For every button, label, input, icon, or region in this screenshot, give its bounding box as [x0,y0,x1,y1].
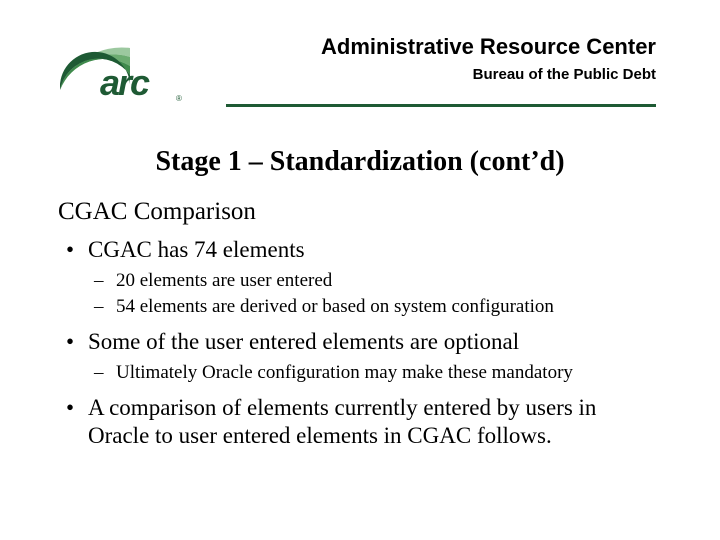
registered-mark: ® [176,94,182,103]
list-item: Some of the user entered elements are op… [58,328,662,385]
list-item: 20 elements are user entered [88,269,662,294]
list-item: A comparison of elements currently enter… [58,394,662,452]
header-titles: Administrative Resource Center Bureau of… [226,28,656,83]
sub-bullet-list: Ultimately Oracle configuration may make… [88,361,662,386]
slide-title: Stage 1 – Standardization (cont’d) [58,146,662,178]
header-rule [226,104,656,107]
logo-text: arc [100,62,148,104]
bullet-text: A comparison of elements currently enter… [88,395,596,449]
sub-bullet-list: 20 elements are user entered 54 elements… [88,269,662,320]
arc-logo: arc ® [58,34,208,120]
slide: arc ® Administrative Resource Center Bur… [0,0,720,540]
list-item: 54 elements are derived or based on syst… [88,295,662,320]
header-title-sub: Bureau of the Public Debt [226,66,656,83]
slide-subtitle: CGAC Comparison [58,198,662,226]
list-item: Ultimately Oracle configuration may make… [88,361,662,386]
header: arc ® Administrative Resource Center Bur… [58,28,662,124]
bullet-text: Ultimately Oracle configuration may make… [116,362,573,383]
bullet-text: 20 elements are user entered [116,270,332,291]
bullet-text: 54 elements are derived or based on syst… [116,296,554,317]
header-title-main: Administrative Resource Center [226,34,656,60]
bullet-list: CGAC has 74 elements 20 elements are use… [58,236,662,451]
bullet-text: CGAC has 74 elements [88,237,305,262]
bullet-text: Some of the user entered elements are op… [88,329,519,354]
list-item: CGAC has 74 elements 20 elements are use… [58,236,662,320]
